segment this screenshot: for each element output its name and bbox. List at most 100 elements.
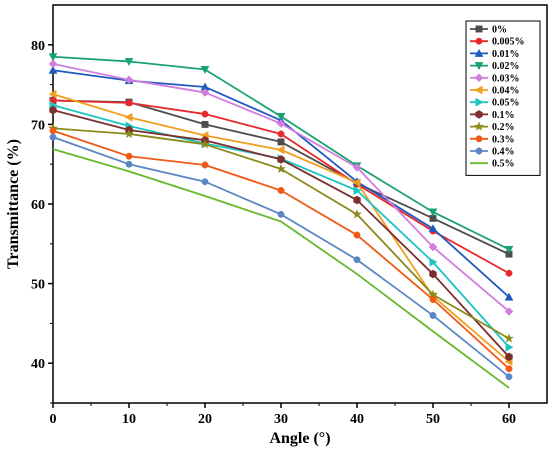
data-point <box>505 342 514 352</box>
legend-item: 0.005% <box>470 37 525 48</box>
data-point <box>124 75 134 85</box>
legend-item: 0.04% <box>470 86 520 97</box>
data-point <box>276 145 285 155</box>
data-point <box>429 257 438 267</box>
data-point <box>353 186 362 195</box>
data-point <box>49 105 57 115</box>
series-0.3% <box>49 127 513 373</box>
data-point <box>125 99 133 107</box>
legend-item: 0.2% <box>470 121 515 133</box>
legend-label: 0.04% <box>492 86 520 97</box>
legend-label: 0.4% <box>492 147 515 158</box>
data-point <box>353 256 361 264</box>
legend-marker <box>474 62 484 71</box>
legend-marker <box>475 147 483 155</box>
data-point <box>505 269 513 277</box>
data-point <box>199 139 211 149</box>
data-point <box>125 160 133 168</box>
data-point <box>201 110 209 118</box>
x-tick-label: 60 <box>502 412 516 427</box>
data-point <box>275 163 287 174</box>
data-point <box>504 245 514 254</box>
legend-marker <box>475 135 483 143</box>
legend-marker <box>475 37 483 45</box>
legend-label: 0.005% <box>492 37 525 48</box>
legend-item: 0.03% <box>470 73 520 84</box>
data-point <box>277 155 285 164</box>
legend-marker <box>475 110 483 119</box>
legend-marker <box>474 73 484 83</box>
plot-axes: 0 10 20 30 40 50 60 40 50 60 70 80 <box>31 4 548 427</box>
legend-marker <box>475 25 483 33</box>
data-point <box>428 208 438 217</box>
x-tick-label: 0 <box>50 412 57 427</box>
y-tick-label: 80 <box>31 39 45 54</box>
series-0.5% <box>52 148 510 389</box>
data-point <box>429 311 437 319</box>
legend-label: 0.03% <box>492 73 520 84</box>
data-point <box>277 187 285 194</box>
plot-series <box>47 53 515 389</box>
x-tick-label: 10 <box>122 412 136 427</box>
legend-label: 0.05% <box>492 98 520 109</box>
legend-marker <box>474 85 483 95</box>
data-point <box>201 178 209 186</box>
data-point <box>48 89 57 99</box>
data-point <box>429 269 437 279</box>
data-point <box>48 65 58 74</box>
data-point <box>428 224 438 233</box>
series-0.03% <box>48 59 514 316</box>
legend-label: 0.1% <box>492 110 515 121</box>
data-point <box>503 333 515 343</box>
series-line <box>52 109 510 358</box>
x-tick-label: 30 <box>274 412 288 427</box>
legend-item: 0.01% <box>470 48 520 60</box>
data-point <box>48 59 58 69</box>
legend-item: 0.4% <box>470 147 515 158</box>
data-point <box>124 58 134 67</box>
data-point <box>277 210 285 218</box>
legend-item: 0.02% <box>470 61 520 72</box>
data-point <box>48 53 58 62</box>
legend-label: 0.2% <box>492 122 515 133</box>
y-tick-label: 50 <box>31 278 45 293</box>
series-line <box>52 148 510 389</box>
x-tick-label: 20 <box>198 412 212 427</box>
series-0.02% <box>48 53 514 254</box>
legend-label: 0% <box>492 25 507 36</box>
legend-item: 0.5% <box>470 159 515 170</box>
data-point <box>505 352 513 362</box>
data-point <box>49 133 57 141</box>
data-point <box>352 163 362 172</box>
data-point <box>200 66 210 74</box>
data-point <box>277 138 285 146</box>
data-point <box>505 373 513 381</box>
data-point <box>351 209 363 219</box>
data-point <box>201 120 209 128</box>
legend-item: 0.1% <box>470 110 515 121</box>
y-tick-label: 70 <box>31 118 45 133</box>
legend-marker <box>474 48 484 57</box>
data-point <box>504 307 514 316</box>
legend-label: 0.01% <box>492 49 520 60</box>
data-point <box>277 130 285 138</box>
legend-item: 0.3% <box>470 134 515 145</box>
data-point <box>505 365 513 373</box>
x-tick-label: 40 <box>350 412 364 427</box>
series-line <box>52 136 510 378</box>
legend: 0%0.005%0.01%0.02%0.03% 0.04%0.05%0.1%0.2… <box>465 20 541 176</box>
legend-marker <box>475 97 484 107</box>
x-tick-label: 50 <box>426 412 440 427</box>
series-line <box>52 69 510 298</box>
data-point <box>352 178 361 187</box>
data-point <box>428 242 438 252</box>
legend-label: 0.3% <box>492 134 515 145</box>
data-point <box>123 128 135 139</box>
data-point <box>49 127 57 135</box>
data-point <box>353 231 361 239</box>
data-point <box>429 296 437 303</box>
legend-marker <box>473 121 485 131</box>
data-point <box>276 112 286 121</box>
legend-item: 0% <box>470 25 507 36</box>
y-axis-title: Transmittance (%) <box>5 139 22 269</box>
